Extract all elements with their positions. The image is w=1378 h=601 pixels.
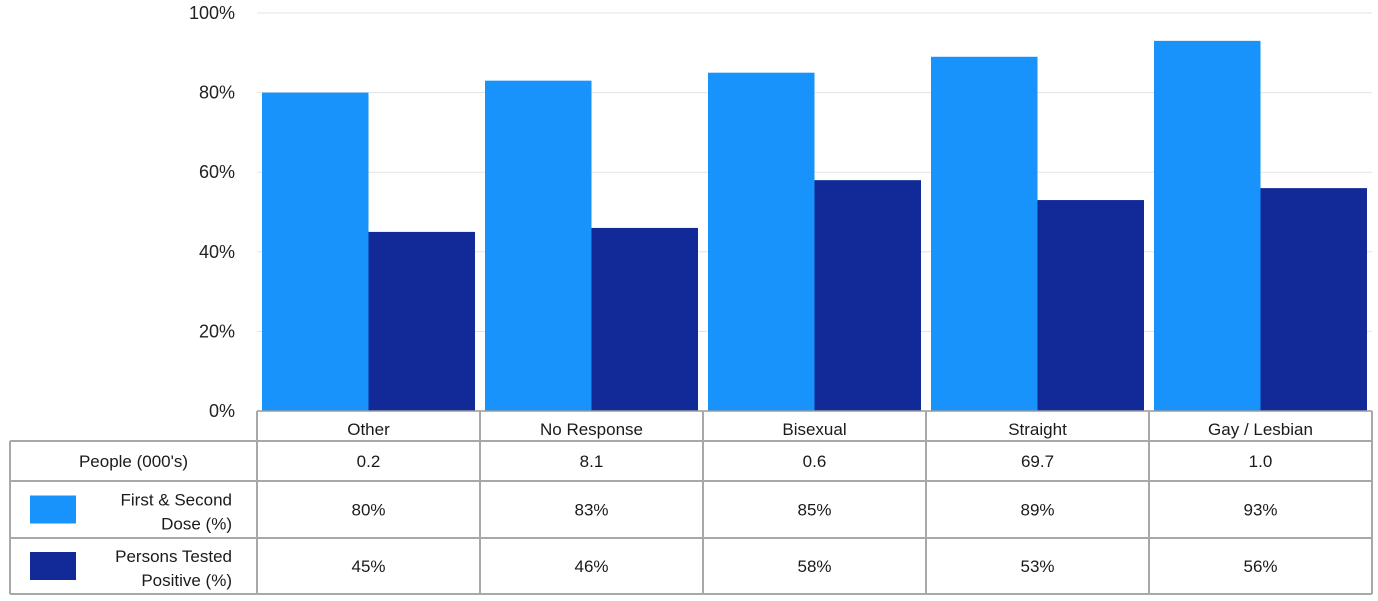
people-value: 8.1 [580, 452, 604, 471]
legend-label: Dose (%) [161, 515, 232, 534]
bars [262, 40, 1367, 412]
legend-swatch [30, 495, 76, 524]
data-table: Other No Response Bisexual Straight Gay / Le… [9, 410, 1373, 595]
legend-swatch [30, 552, 76, 580]
y-tick-label: 40% [199, 242, 235, 262]
bar-first-second-dose [708, 72, 815, 411]
data-label: 58% [797, 557, 831, 576]
legend-label: First & Second [121, 491, 233, 510]
data-label: 53% [1020, 557, 1054, 576]
bar-first-second-dose [1154, 40, 1261, 412]
data-label: 56% [1243, 557, 1277, 576]
bar-tested-positive [814, 180, 921, 411]
y-tick-label: 80% [199, 83, 235, 103]
people-value: 69.7 [1021, 452, 1054, 471]
y-tick-label: 100% [189, 3, 235, 23]
y-tick-label: 0% [209, 401, 235, 421]
people-value: 0.2 [357, 452, 381, 471]
bar-tested-positive [591, 227, 698, 411]
people-row-label: People (000's) [79, 452, 188, 471]
y-tick-label: 20% [199, 321, 235, 341]
bar-first-second-dose [262, 92, 369, 411]
people-value: 1.0 [1249, 452, 1273, 471]
data-label: 85% [797, 501, 831, 520]
data-label: 93% [1243, 501, 1277, 520]
y-axis-ticks: 0% 20% 40% 60% 80% 100% [189, 3, 235, 421]
category-label: Bisexual [782, 420, 846, 439]
data-label: 46% [574, 557, 608, 576]
data-label: 89% [1020, 501, 1054, 520]
bar-tested-positive [1037, 200, 1144, 411]
bar-tested-positive [368, 231, 475, 411]
bar-tested-positive [1260, 188, 1367, 411]
data-label: 80% [351, 501, 385, 520]
people-value: 0.6 [803, 452, 827, 471]
legend-label: Positive (%) [141, 571, 232, 590]
bar-first-second-dose [485, 80, 592, 411]
bar-first-second-dose [931, 56, 1038, 411]
data-label: 83% [574, 501, 608, 520]
data-label: 45% [351, 557, 385, 576]
category-label: No Response [540, 420, 643, 439]
legend-label: Persons Tested [115, 547, 232, 566]
y-tick-label: 60% [199, 162, 235, 182]
category-label: Other [347, 420, 390, 439]
category-label: Gay / Lesbian [1208, 420, 1313, 439]
category-label: Straight [1008, 420, 1067, 439]
